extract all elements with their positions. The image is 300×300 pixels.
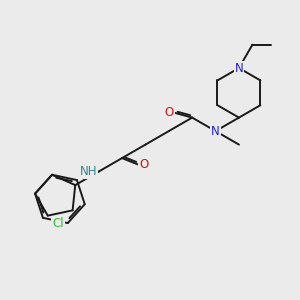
Text: N: N: [235, 61, 243, 74]
Text: Cl: Cl: [52, 217, 64, 230]
Text: NH: NH: [80, 165, 97, 178]
Text: N: N: [211, 124, 220, 138]
Text: O: O: [139, 158, 148, 171]
Text: O: O: [164, 106, 174, 119]
